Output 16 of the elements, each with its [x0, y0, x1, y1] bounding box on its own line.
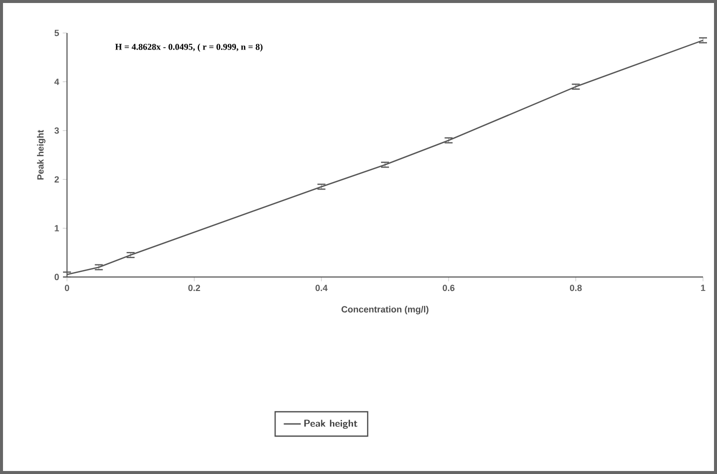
- y-tick-label: 2: [54, 176, 59, 183]
- x-tick-label: 0: [64, 284, 70, 292]
- y-tick-label: 4: [54, 78, 60, 85]
- y-tick-label: 1: [54, 225, 59, 232]
- legend-label: Peak height: [304, 420, 358, 429]
- x-tick-label: 0.8: [570, 284, 582, 292]
- annotation: H = 4.8628x - 0.0495, ( r = 0.999, n = 8): [115, 44, 262, 52]
- y-tick-label: 3: [54, 127, 59, 134]
- x-tick-label: 0.2: [188, 284, 200, 292]
- x-tick-label: 0.4: [316, 284, 328, 292]
- y-tick-label: 5: [54, 30, 59, 36]
- x-tick-label: 1: [701, 284, 706, 291]
- x-tick-label: 0.6: [442, 284, 455, 292]
- y-tick-label: 0: [54, 274, 59, 280]
- y-axis-title: Peak height: [37, 130, 46, 180]
- x-axis-title: Concentration (mg/l): [342, 306, 428, 314]
